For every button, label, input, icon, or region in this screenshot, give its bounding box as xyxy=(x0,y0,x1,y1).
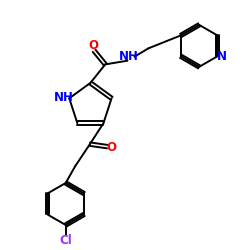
Text: N: N xyxy=(217,50,227,63)
Text: O: O xyxy=(88,39,99,52)
Text: NH: NH xyxy=(119,50,139,63)
Text: O: O xyxy=(107,141,117,154)
Text: NH: NH xyxy=(54,90,74,104)
Text: Cl: Cl xyxy=(59,234,72,247)
